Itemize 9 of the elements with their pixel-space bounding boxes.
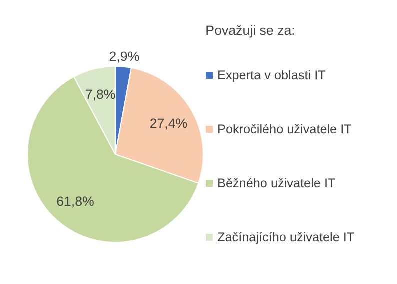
data-label: 2,9% <box>109 48 140 64</box>
legend-label: Pokročilého uživatele IT <box>218 122 352 136</box>
data-label: 27,4% <box>150 116 188 132</box>
legend-label: Experta v oblasti IT <box>218 68 326 82</box>
data-label: 7,8% <box>85 87 116 102</box>
legend-label: Běžného uživatele IT <box>218 176 336 190</box>
legend-label: Začínajícího uživatele IT <box>218 230 355 244</box>
legend-title: Považuji se za: <box>206 23 296 38</box>
data-label: 61,8% <box>56 194 95 209</box>
